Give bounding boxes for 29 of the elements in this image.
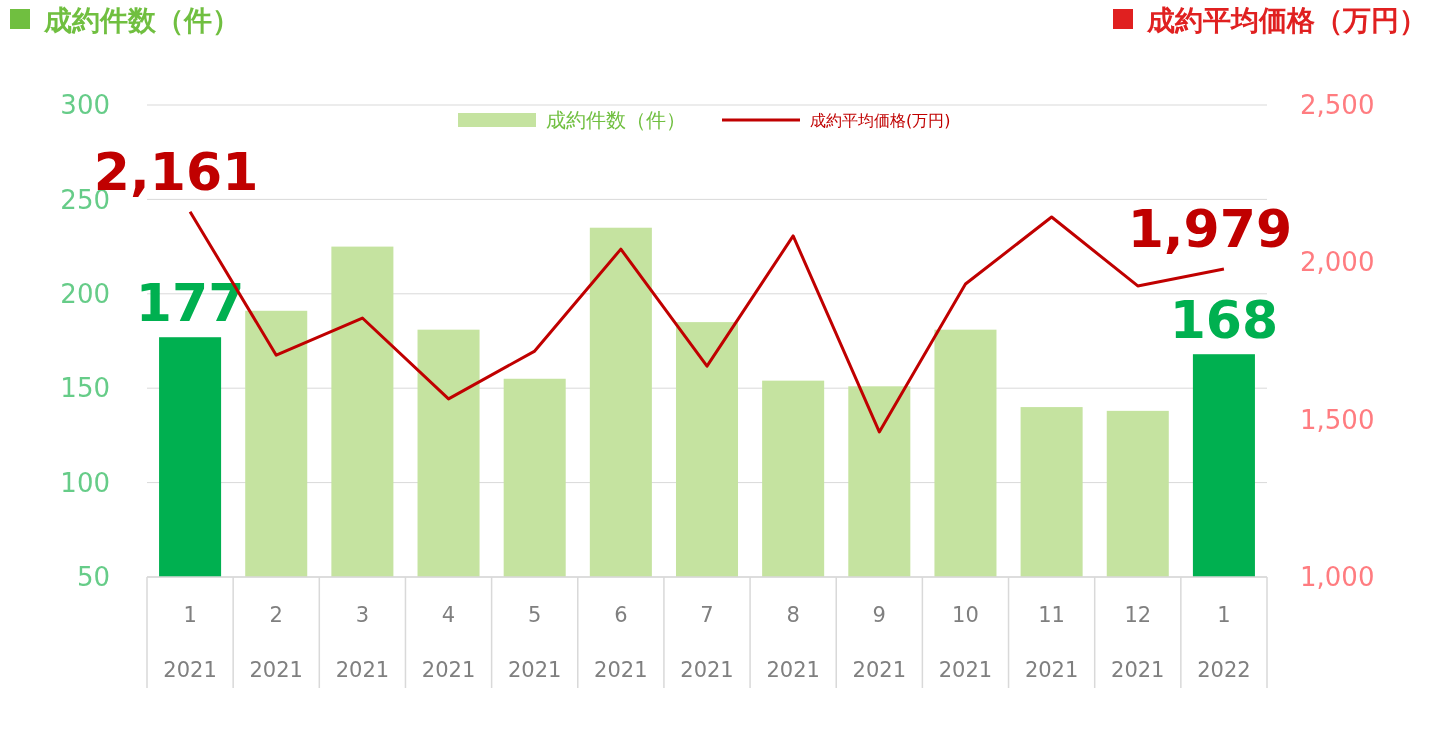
category-label: 3 2021 — [335, 603, 390, 682]
category-label: 11 2021 — [1024, 603, 1079, 682]
category-label: 1 2022 — [1197, 603, 1251, 682]
category-label: 4 2021 — [421, 603, 476, 682]
category-label: 10 2021 — [938, 603, 993, 682]
data-label: 177 — [135, 273, 245, 334]
y2-tick-label: 1,500 — [1300, 404, 1375, 435]
category-label: 8 2021 — [766, 603, 820, 682]
category-label: 7 2021 — [680, 603, 734, 682]
legend-label: 成約平均価格(万円) — [810, 110, 951, 130]
y2-tick-label: 1,000 — [1300, 562, 1375, 593]
category-label: 5 2021 — [507, 603, 562, 682]
category-label: 2 2021 — [249, 603, 303, 682]
category-label: 6 2021 — [594, 603, 648, 682]
category-label: 9 2021 — [852, 603, 907, 682]
y2-axis-title: 成約平均価格（万円） — [1146, 4, 1427, 37]
legend-label: 成約件数（件） — [546, 108, 686, 132]
category-label: 1 2021 — [163, 603, 217, 682]
category-label: 12 2021 — [1111, 603, 1165, 682]
y-tick-label: 300 — [60, 90, 110, 121]
y-tick-label: 50 — [76, 562, 110, 593]
y-tick-label: 150 — [60, 373, 110, 404]
y-tick-label: 100 — [60, 467, 110, 498]
y-axis-title: 成約件数（件） — [43, 4, 240, 37]
y2-tick-label: 2,500 — [1300, 90, 1375, 121]
y2-tick-label: 2,000 — [1300, 247, 1375, 278]
y-tick-label: 200 — [60, 278, 110, 309]
data-label: 1,979 — [1127, 198, 1293, 259]
data-label: 168 — [1169, 290, 1279, 351]
